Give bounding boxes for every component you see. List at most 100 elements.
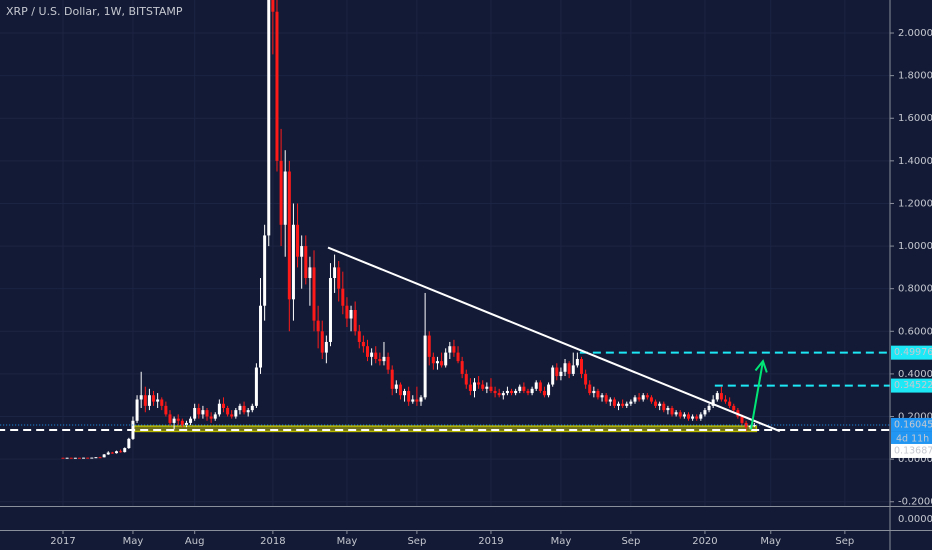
candle-body — [69, 457, 73, 459]
candle-body — [542, 390, 546, 396]
candle-body — [357, 331, 361, 342]
candle-body — [559, 371, 563, 377]
candle-body — [333, 267, 337, 279]
candle-body — [226, 407, 230, 415]
candle-body — [213, 414, 217, 419]
candle-body — [489, 386, 493, 391]
price-label: 0.13687 — [894, 445, 932, 456]
price-label-box — [891, 378, 932, 393]
candle-body — [304, 246, 308, 279]
candle-body — [390, 369, 394, 389]
candle-body — [234, 410, 238, 417]
candle-body — [114, 451, 118, 454]
candle-body — [168, 414, 172, 423]
x-tick-label: Sep — [407, 536, 426, 547]
candle-body — [217, 403, 221, 415]
candle-body — [579, 358, 583, 374]
candle-body — [349, 309, 353, 319]
candle-body — [617, 403, 621, 406]
candle-body — [715, 393, 719, 400]
candle-body — [711, 399, 715, 406]
candle-body — [608, 399, 612, 402]
candle-body — [719, 393, 723, 400]
y-tick-label: 0.80000 — [898, 284, 932, 295]
x-tick-label: 2018 — [260, 536, 285, 547]
candle-body — [312, 267, 316, 321]
candle-body — [415, 399, 419, 402]
candle-body — [242, 405, 246, 413]
candle-body — [77, 457, 81, 459]
price-label: 0.34522 — [894, 380, 932, 391]
candle-body — [353, 309, 357, 332]
arrow — [750, 360, 764, 430]
candle-body — [633, 397, 637, 402]
x-tick-label: May — [123, 536, 144, 547]
candle-body — [748, 426, 752, 428]
candle-body — [341, 288, 345, 306]
candle-body — [629, 401, 633, 404]
candle-body — [534, 382, 538, 389]
candle-body — [123, 448, 127, 453]
candle-body — [275, 11, 279, 161]
candle-body — [291, 224, 295, 300]
candle-body — [246, 410, 250, 413]
candle-body — [147, 395, 151, 406]
candle-body — [518, 386, 522, 391]
candle-body — [431, 356, 435, 364]
price-label: 0.16045 — [894, 419, 932, 430]
candle-body — [164, 405, 168, 415]
candle-body — [440, 361, 444, 366]
candle-body — [575, 358, 579, 366]
candle-body — [423, 335, 427, 398]
candle-body — [230, 414, 234, 417]
candle-body — [555, 367, 559, 377]
candle-body — [649, 397, 653, 402]
x-tick-label: May — [551, 536, 572, 547]
candle-body — [522, 386, 526, 391]
candle-body — [452, 346, 456, 353]
candle-body — [180, 420, 184, 426]
candle-body — [374, 352, 378, 359]
candle-body — [744, 422, 748, 428]
candle-body — [468, 384, 472, 391]
candle-body — [514, 390, 518, 394]
candle-body — [427, 335, 431, 357]
candle-body — [691, 416, 695, 419]
candle-body — [172, 418, 176, 423]
candle-body — [110, 452, 114, 454]
candle-body — [267, 0, 271, 236]
candle-body — [296, 224, 300, 257]
candle-body — [674, 412, 678, 415]
candle-body — [156, 399, 160, 402]
y-tick-label: 1.80000 — [898, 71, 932, 82]
candle-body — [152, 395, 156, 402]
candle-body — [65, 457, 69, 459]
candle-body — [382, 356, 386, 362]
candle-body — [345, 305, 349, 319]
candle-body — [94, 457, 98, 459]
price-label-box — [891, 443, 932, 458]
candle-body — [703, 410, 707, 415]
chart-title: XRP / U.S. Dollar, 1W, BITSTAMP — [6, 5, 183, 18]
candle-body — [366, 346, 370, 357]
candle-body — [538, 382, 542, 391]
candle-body — [637, 397, 641, 400]
arrow-head — [754, 359, 768, 373]
candle-body — [201, 410, 205, 415]
x-tick-label: 2020 — [692, 536, 717, 547]
candle-body — [604, 395, 608, 402]
candle-body — [752, 424, 756, 427]
candle-body — [732, 405, 736, 411]
candle-body — [645, 395, 649, 398]
